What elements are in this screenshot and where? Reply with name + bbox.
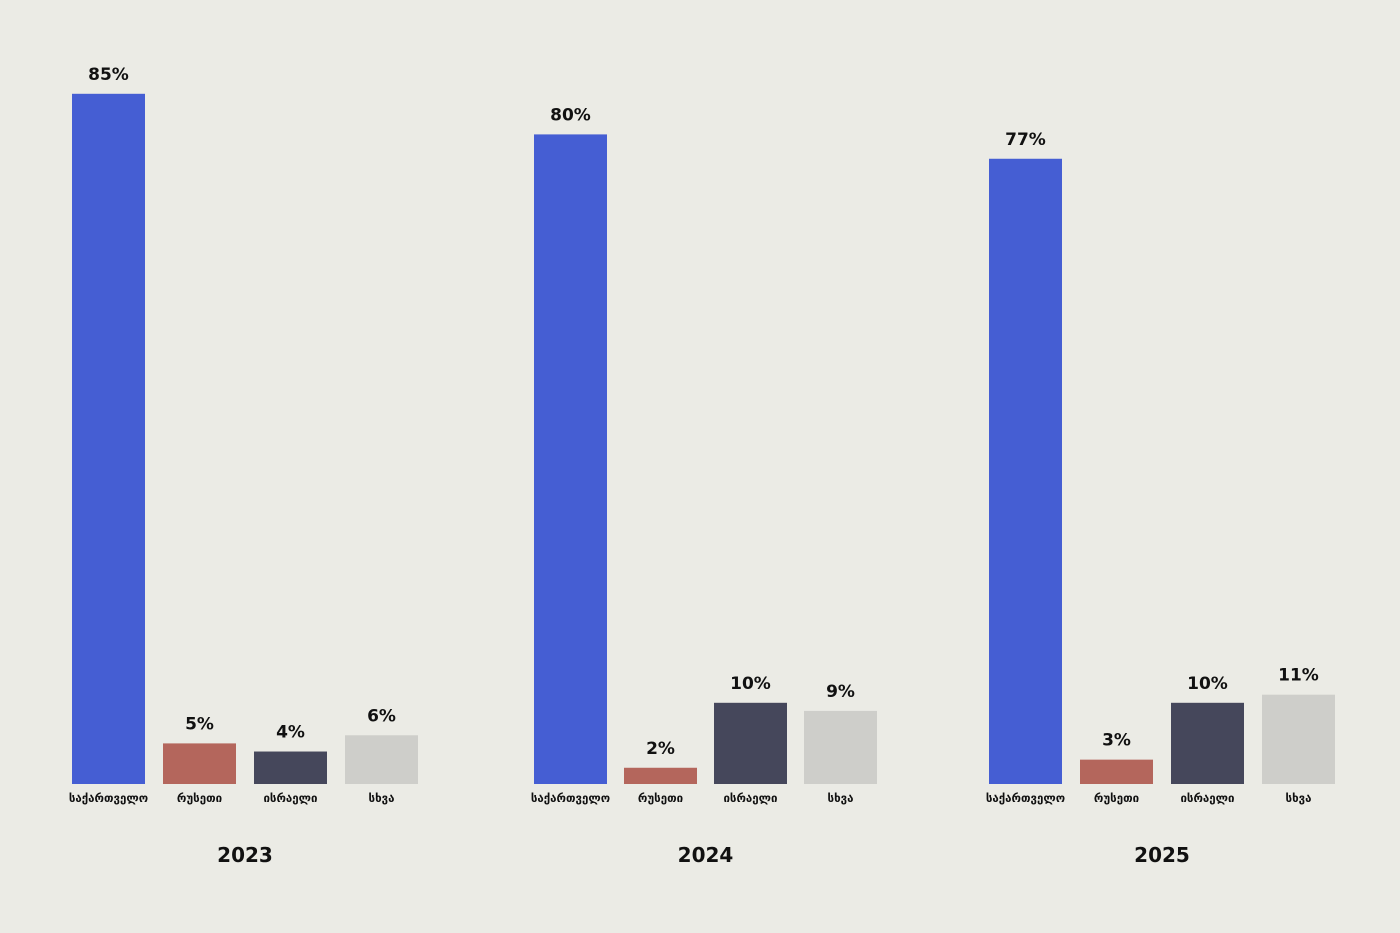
chart-panel-2025: 77% საქართველო 3% რუსეთი 10% ისრაელი 11% სხვა 20… bbox=[986, 130, 1335, 867]
category-label-2024-0: საქართველო bbox=[531, 791, 610, 805]
value-label-2023-0: 85% bbox=[88, 65, 129, 85]
category-label-2025-2: ისრაელი bbox=[1180, 791, 1234, 805]
category-label-2025-3: სხვა bbox=[1286, 791, 1312, 805]
value-label-2023-1: 5% bbox=[185, 714, 214, 734]
category-label-2023-1: რუსეთი bbox=[177, 791, 222, 805]
bar-2025-2 bbox=[1171, 702, 1244, 784]
category-label-2023-0: საქართველო bbox=[69, 791, 148, 805]
year-label-2024: 2024 bbox=[678, 843, 734, 867]
bar-2024-2 bbox=[714, 702, 787, 784]
category-label-2023-2: ისრაელი bbox=[263, 791, 317, 805]
chart-panel-2023: 85% საქართველო 5% რუსეთი 4% ისრაელი 6% სხვა 2023 bbox=[69, 65, 418, 867]
bar-2024-0 bbox=[534, 134, 607, 784]
value-label-2023-2: 4% bbox=[276, 723, 305, 743]
category-label-2024-3: სხვა bbox=[828, 791, 854, 805]
year-label-2025: 2025 bbox=[1134, 843, 1190, 867]
bar-2025-0 bbox=[989, 158, 1062, 784]
bar-2023-2 bbox=[254, 751, 327, 784]
value-label-2025-2: 10% bbox=[1187, 674, 1228, 694]
year-label-2023: 2023 bbox=[217, 843, 273, 867]
bar-2023-3 bbox=[345, 735, 418, 784]
bar-2024-3 bbox=[804, 710, 877, 784]
bar-2025-3 bbox=[1262, 694, 1335, 784]
category-label-2023-3: სხვა bbox=[369, 791, 395, 805]
value-label-2024-3: 9% bbox=[826, 682, 855, 702]
category-label-2024-2: ისრაელი bbox=[723, 791, 777, 805]
value-label-2024-2: 10% bbox=[730, 674, 771, 694]
value-label-2023-3: 6% bbox=[367, 706, 396, 726]
bar-2023-1 bbox=[163, 743, 236, 784]
category-label-2025-1: რუსეთი bbox=[1094, 791, 1139, 805]
bar-2024-1 bbox=[624, 767, 697, 784]
category-label-2025-0: საქართველო bbox=[986, 791, 1065, 805]
value-label-2025-3: 11% bbox=[1278, 666, 1319, 686]
value-label-2024-0: 80% bbox=[550, 105, 591, 125]
value-label-2025-0: 77% bbox=[1005, 130, 1046, 150]
value-label-2024-1: 2% bbox=[646, 739, 675, 759]
bar-2025-1 bbox=[1080, 759, 1153, 784]
category-label-2024-1: რუსეთი bbox=[638, 791, 683, 805]
chart-panel-2024: 80% საქართველო 2% რუსეთი 10% ისრაელი 9% სხვა 202… bbox=[531, 105, 877, 867]
value-label-2025-1: 3% bbox=[1102, 731, 1131, 751]
bar-2023-0 bbox=[72, 93, 145, 785]
